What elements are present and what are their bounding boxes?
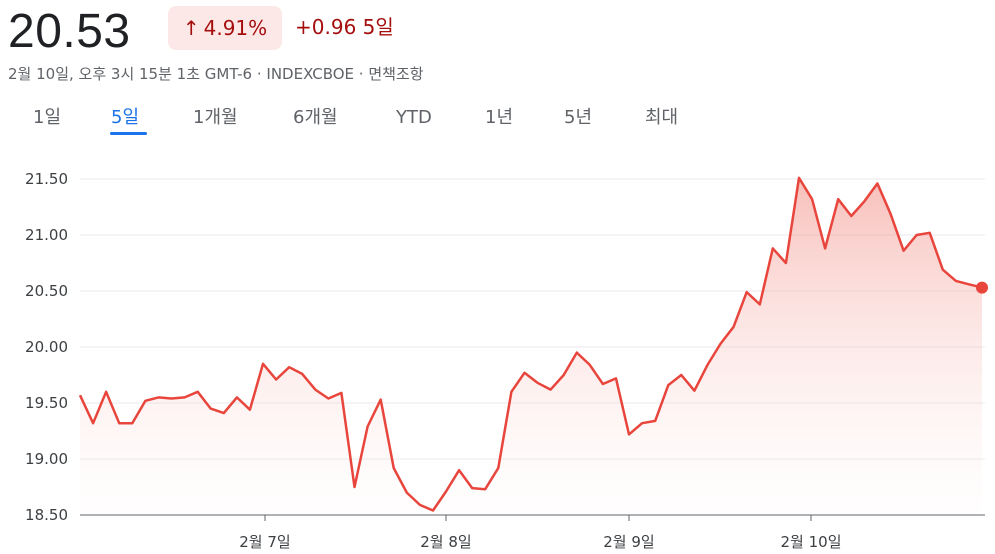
active-tab-indicator <box>110 132 147 135</box>
tab-5d[interactable]: 5일 <box>111 107 140 128</box>
change-period: 5일 <box>362 15 394 39</box>
y-tick-label: 20.50 <box>25 282 68 300</box>
area-fill <box>80 177 982 515</box>
tab-1d[interactable]: 1일 <box>33 107 62 128</box>
x-tick-label: 2월 7일 <box>239 533 290 551</box>
change-percent: 4.91% <box>203 16 268 40</box>
tab-5y[interactable]: 5년 <box>564 107 593 128</box>
y-tick-label: 20.00 <box>25 338 68 356</box>
y-axis-labels: 21.50 21.00 20.50 20.00 19.50 19.00 18.50 <box>25 170 68 524</box>
y-tick-label: 21.50 <box>25 170 68 188</box>
tab-max[interactable]: 최대 <box>645 107 679 128</box>
quote-meta: 2월 10일, 오후 3시 15분 1초 GMT-6 · INDEXCBOE ·… <box>8 65 424 83</box>
y-tick-label: 19.50 <box>25 394 68 412</box>
x-axis-labels: 2월 7일 2월 8일 2월 9일 2월 10일 <box>239 515 842 551</box>
y-tick-label: 18.50 <box>25 506 68 524</box>
change-summary: +0.96 5일 <box>295 12 394 42</box>
y-tick-label: 19.00 <box>25 450 68 468</box>
tab-ytd[interactable]: YTD <box>396 107 432 128</box>
x-tick-label: 2월 8일 <box>420 533 471 551</box>
y-tick-label: 21.00 <box>25 226 68 244</box>
change-percent-badge: ↑ 4.91% <box>168 6 282 50</box>
tab-6m[interactable]: 6개월 <box>293 107 338 128</box>
price-chart[interactable]: 21.50 21.00 20.50 20.00 19.50 19.00 18.50 2월 7… <box>0 140 995 554</box>
x-tick-label: 2월 9일 <box>603 533 654 551</box>
tab-1m[interactable]: 1개월 <box>193 107 238 128</box>
x-tick-label: 2월 10일 <box>781 533 842 551</box>
range-tabs: 1일 5일 1개월 6개월 YTD 1년 5년 최대 <box>0 100 995 140</box>
arrow-up-icon: ↑ <box>182 16 200 40</box>
tab-1y[interactable]: 1년 <box>485 107 514 128</box>
price-line <box>78 176 983 512</box>
current-price: 20.53 <box>8 5 131 58</box>
change-absolute: +0.96 <box>295 15 357 39</box>
last-price-dot <box>976 281 988 294</box>
